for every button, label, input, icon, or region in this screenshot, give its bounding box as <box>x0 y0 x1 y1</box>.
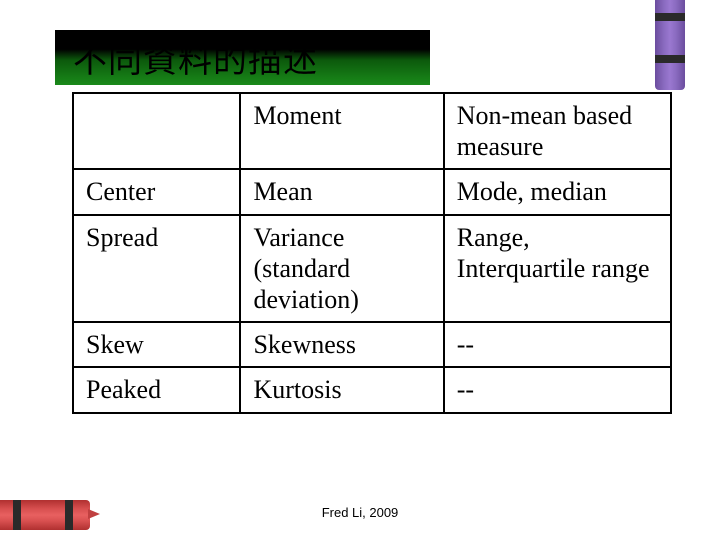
row-center-moment: Mean <box>240 169 443 214</box>
row-peaked-moment: Kurtosis <box>240 367 443 412</box>
row-peaked-nonmean: -- <box>444 367 671 412</box>
table-row: Peaked Kurtosis -- <box>73 367 671 412</box>
stats-table-wrap: Moment Non-mean based measure Center Mea… <box>72 92 672 414</box>
row-spread-moment: Variance (standard deviation) <box>240 215 443 323</box>
row-center-label: Center <box>73 169 240 214</box>
row-center-nonmean: Mode, median <box>444 169 671 214</box>
table-row: Moment Non-mean based measure <box>73 93 671 169</box>
row-spread-label: Spread <box>73 215 240 323</box>
row-skew-nonmean: -- <box>444 322 671 367</box>
table-row: Spread Variance (standard deviation) Ran… <box>73 215 671 323</box>
header-moment: Moment <box>240 93 443 169</box>
row-spread-nonmean: Range, Interquartile range <box>444 215 671 323</box>
table-row: Center Mean Mode, median <box>73 169 671 214</box>
table-row: Skew Skewness -- <box>73 322 671 367</box>
header-nonmean: Non-mean based measure <box>444 93 671 169</box>
row-skew-moment: Skewness <box>240 322 443 367</box>
page-title: 不同資料的描述 <box>73 33 318 82</box>
header-blank <box>73 93 240 169</box>
stats-table: Moment Non-mean based measure Center Mea… <box>72 92 672 414</box>
row-peaked-label: Peaked <box>73 367 240 412</box>
crayon-purple-decor <box>655 0 685 90</box>
row-skew-label: Skew <box>73 322 240 367</box>
title-banner: 不同資料的描述 <box>55 30 430 85</box>
footer-credit: Fred Li, 2009 <box>0 505 720 520</box>
